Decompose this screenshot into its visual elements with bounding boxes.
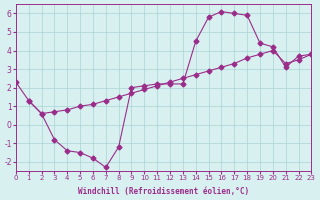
X-axis label: Windchill (Refroidissement éolien,°C): Windchill (Refroidissement éolien,°C) — [78, 187, 249, 196]
